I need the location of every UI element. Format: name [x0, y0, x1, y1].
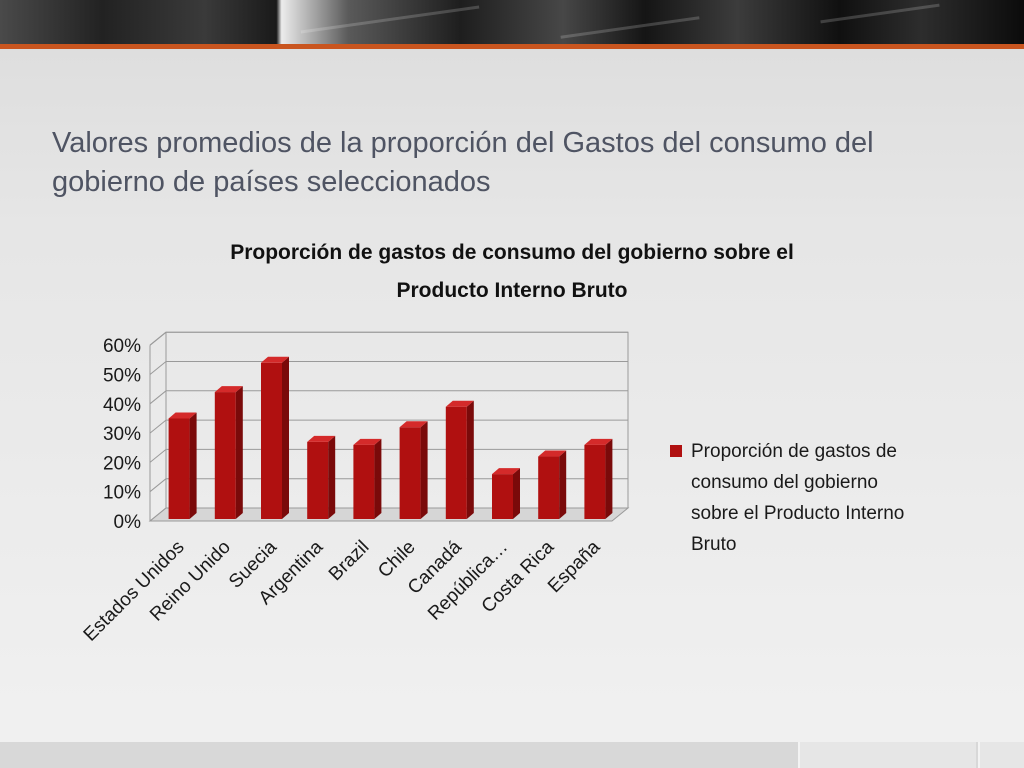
y-tick-label: 30%	[103, 424, 141, 445]
bar-top	[399, 421, 428, 428]
bar-front	[445, 406, 467, 519]
bar-front	[492, 474, 513, 519]
gridline-diagonal	[149, 419, 167, 434]
accent-bar	[0, 44, 1024, 49]
bar	[353, 438, 382, 519]
bar-side	[420, 421, 428, 519]
gridline-diagonal	[149, 478, 167, 493]
legend-swatch	[670, 445, 682, 457]
bar-side	[466, 400, 474, 519]
bar	[584, 438, 613, 519]
y-tick-label: 40%	[103, 395, 141, 416]
bar-side	[513, 468, 520, 519]
bar	[399, 421, 428, 519]
bar-side	[605, 438, 613, 519]
bar-side	[282, 356, 289, 519]
bar-top	[307, 435, 336, 442]
bar	[307, 435, 336, 519]
bar-front	[584, 444, 606, 519]
chart-title: Proporción de gastos de consumo del gobi…	[230, 241, 794, 302]
legend-label-line: consumo del gobierno	[691, 472, 878, 493]
bar-side	[374, 438, 382, 519]
y-tick-label: 60%	[103, 336, 141, 357]
gridlines	[149, 331, 628, 522]
chart-title-line: Producto Interno Bruto	[397, 279, 628, 302]
bar-front	[307, 441, 329, 519]
bar-top	[214, 386, 243, 393]
bar-top	[445, 400, 474, 407]
bar-top	[492, 468, 520, 475]
legend-label-line: Bruto	[691, 534, 736, 555]
bar-top	[538, 450, 567, 457]
bar	[445, 400, 474, 519]
bar-front	[261, 362, 282, 519]
bar-top	[353, 438, 382, 445]
bar-top	[584, 438, 613, 445]
y-tick-label: 10%	[103, 483, 141, 504]
bar-side	[328, 435, 336, 519]
x-tick-label: España	[544, 536, 605, 597]
bar-side	[559, 450, 567, 519]
slide-title: Valores promedios de la proporción del G…	[52, 127, 874, 198]
gridline-diagonal	[149, 449, 167, 463]
bar-front	[214, 392, 236, 519]
bar	[538, 450, 567, 519]
y-tick-label: 50%	[103, 366, 141, 387]
gridline-diagonal	[149, 331, 167, 346]
bar-top	[261, 356, 289, 363]
bar	[214, 386, 243, 519]
footer-box	[798, 742, 976, 768]
header-banner-image	[0, 0, 1024, 44]
bar-front	[168, 418, 190, 519]
legend: Proporción de gastos de consumo del gobie…	[670, 441, 904, 555]
gridline-diagonal	[149, 507, 167, 522]
bar	[261, 356, 289, 519]
gridline-diagonal	[149, 361, 167, 375]
y-tick-label: 0%	[114, 512, 142, 533]
y-tick-label: 20%	[103, 453, 141, 474]
gridline-diagonal	[149, 390, 167, 405]
chart-title-line: Proporción de gastos de consumo del gobi…	[230, 241, 794, 264]
bar	[492, 468, 520, 519]
bars	[168, 356, 613, 519]
x-tick-label: Brazil	[325, 537, 373, 585]
bar-front	[353, 444, 375, 519]
legend-label-line: Proporción de gastos de	[691, 441, 897, 462]
bar-front	[399, 427, 421, 519]
legend-label-line: sobre el Producto Interno	[691, 503, 904, 524]
bar-side	[235, 386, 243, 519]
bar-front	[538, 456, 560, 519]
footer-box	[978, 742, 1024, 768]
bar-top	[168, 412, 197, 419]
bar-side	[189, 412, 197, 519]
bar	[168, 412, 197, 519]
y-axis: 0% 10% 20% 30% 40% 50% 60%	[103, 336, 141, 533]
